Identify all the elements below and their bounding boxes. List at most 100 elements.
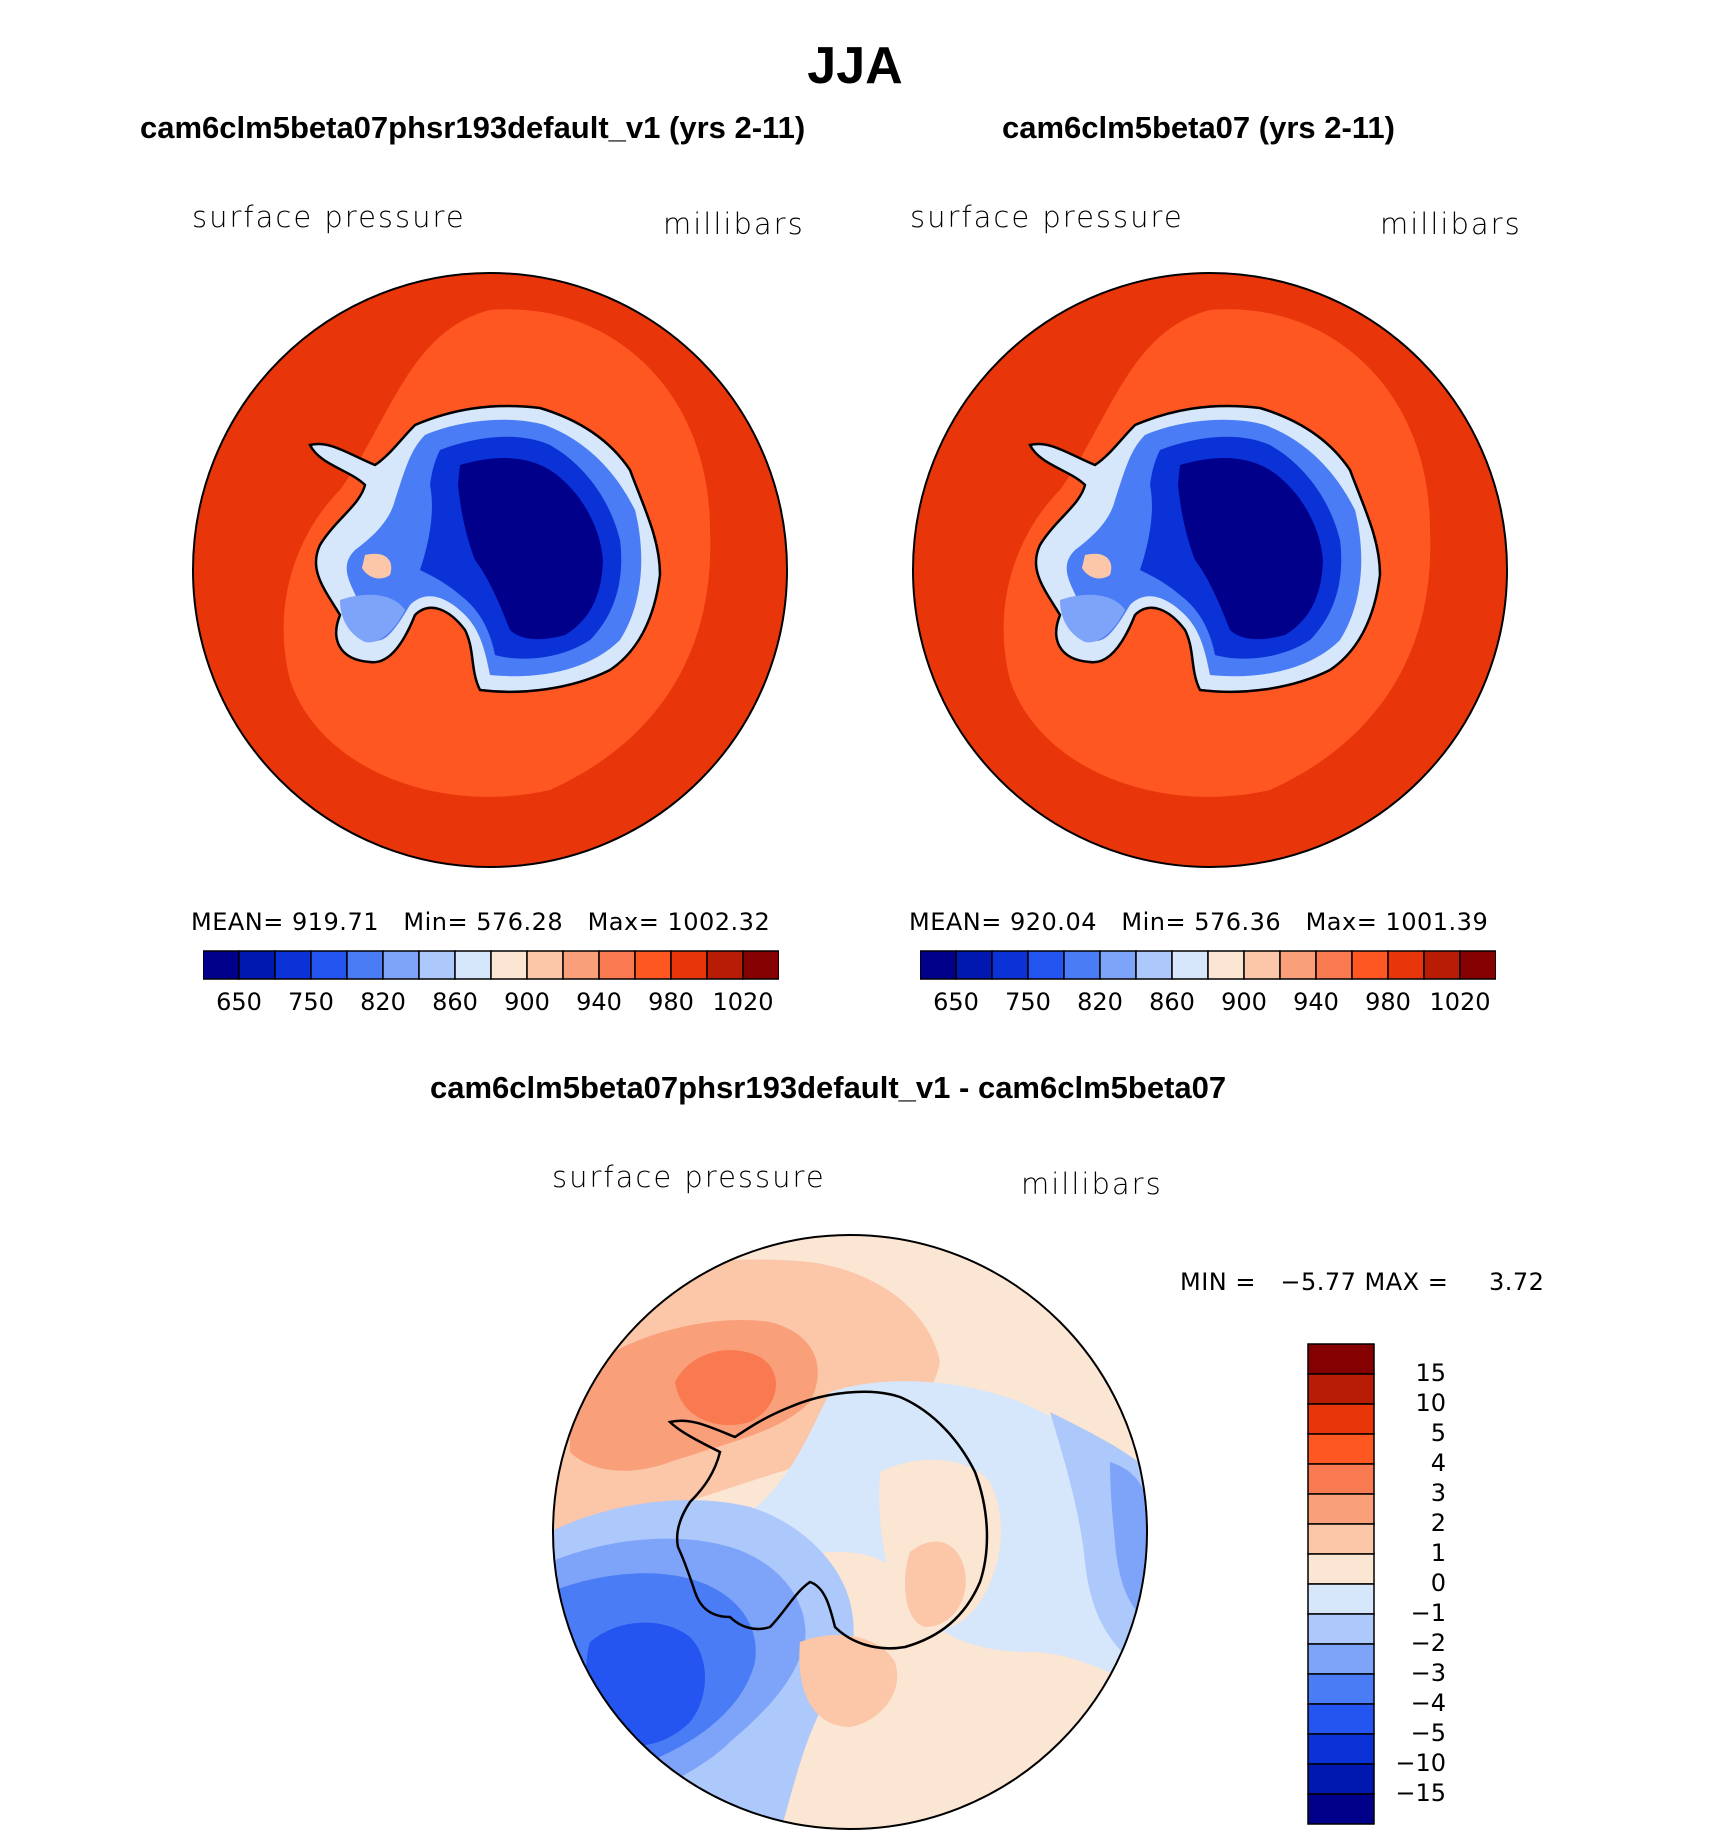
- panel-1-variable: surface pressure: [192, 200, 466, 234]
- colorbar-2-tick-label: 940: [1293, 988, 1339, 1016]
- panel-1-mean-label: MEAN=: [191, 908, 284, 936]
- colorbar-1-tick-label: 750: [288, 988, 334, 1016]
- colorbar-diff-tick-label: −1: [1410, 1599, 1446, 1627]
- colorbar-2-tick-label: 980: [1365, 988, 1411, 1016]
- colorbar-1-swatch: [490, 950, 528, 980]
- colorbar-diff-tick-label: 2: [1430, 1509, 1446, 1537]
- colorbar-2-swatch: [1099, 950, 1137, 980]
- colorbar-diff-swatch: [1307, 1673, 1375, 1705]
- colorbar-1-swatch: [670, 950, 708, 980]
- colorbar-2-swatches: [919, 950, 1497, 980]
- colorbar-diff-swatch: [1307, 1613, 1375, 1645]
- map-panel-1: [192, 272, 788, 868]
- colorbar-diff-tick-label: 10: [1415, 1389, 1446, 1417]
- colorbar-2-swatch: [955, 950, 993, 980]
- map-diff: [552, 1234, 1148, 1830]
- colorbar-diff-ticks: 15 10 5 4 3 2 1 0 −1 −2 −3 −4 −5 −10 −15: [1386, 1342, 1506, 1827]
- colorbar-2-swatch: [1279, 950, 1317, 980]
- colorbar-diff-tick-label: −15: [1395, 1779, 1446, 1807]
- colorbar-1-ticks: 650 750 820 860 900 940 980 1020: [203, 988, 779, 1018]
- colorbar-diff-tick-label: −3: [1410, 1659, 1446, 1687]
- colorbar-diff-tick-label: 1: [1430, 1539, 1446, 1567]
- colorbar-1-swatch: [418, 950, 456, 980]
- colorbar-1-tick-label: 820: [360, 988, 406, 1016]
- colorbar-1-swatch: [238, 950, 276, 980]
- panel-2-mean-label: MEAN=: [909, 908, 1002, 936]
- colorbar-diff-tick-label: 5: [1430, 1419, 1446, 1447]
- colorbar-1-tick-label: 900: [504, 988, 550, 1016]
- colorbar-2-swatch: [1459, 950, 1497, 980]
- colorbar-1-tick-label: 940: [576, 988, 622, 1016]
- panel-2-min-label: Min=: [1121, 908, 1187, 936]
- panel-2-variable: surface pressure: [910, 200, 1184, 234]
- panel-1-max-value: 1002.32: [667, 908, 771, 936]
- colorbar-diff-tick-label: 0: [1430, 1569, 1446, 1597]
- colorbar-diff-swatch: [1307, 1553, 1375, 1585]
- panel-2-mean-value: 920.04: [1010, 908, 1097, 936]
- colorbar-1-tick-label: 650: [216, 988, 262, 1016]
- colorbar-2-swatch: [1171, 950, 1209, 980]
- colorbar-diff-swatch: [1307, 1493, 1375, 1525]
- map-panel-2: [912, 272, 1508, 868]
- colorbar-1-swatch: [346, 950, 384, 980]
- colorbar-1-tick-label: 1020: [712, 988, 774, 1016]
- colorbar-1-swatch: [454, 950, 492, 980]
- colorbar-2-tick-label: 900: [1221, 988, 1267, 1016]
- colorbar-1-swatch: [706, 950, 744, 980]
- colorbar-diff-swatch: [1307, 1463, 1375, 1495]
- panel-2-min-value: 576.36: [1194, 908, 1282, 936]
- colorbar-1-swatch: [382, 950, 420, 980]
- colorbar-1-swatch: [202, 950, 240, 980]
- panel-1-min-label: Min=: [403, 908, 469, 936]
- panel-2-units: millibars: [1380, 207, 1522, 241]
- colorbar-diff-tick-label: −4: [1410, 1689, 1446, 1717]
- diff-title: cam6clm5beta07phsr193default_v1 - cam6cl…: [430, 1070, 1227, 1105]
- colorbar-1: [202, 950, 780, 980]
- panel-1-min-value: 576.28: [476, 908, 564, 936]
- colorbar-1-swatch: [526, 950, 564, 980]
- colorbar-2-swatch: [919, 950, 957, 980]
- colorbar-diff-swatch: [1307, 1643, 1375, 1675]
- diff-minmax: MIN = −5.77 MAX = 3.72: [1180, 1268, 1545, 1296]
- colorbar-2-swatch: [1243, 950, 1281, 980]
- colorbar-diff-swatch: [1307, 1763, 1375, 1795]
- colorbar-1-swatch: [310, 950, 348, 980]
- colorbar-diff-tick-label: 15: [1415, 1359, 1446, 1387]
- panel-2-title: cam6clm5beta07 (yrs 2-11): [1002, 110, 1395, 145]
- colorbar-diff-swatch: [1307, 1703, 1375, 1735]
- colorbar-diff-tick-label: −10: [1395, 1749, 1446, 1777]
- panel-1-mean-value: 919.71: [292, 908, 379, 936]
- colorbar-2-swatch: [1207, 950, 1245, 980]
- colorbar-2-tick-label: 860: [1149, 988, 1195, 1016]
- colorbar-2: [919, 950, 1497, 980]
- colorbar-1-swatch: [634, 950, 672, 980]
- colorbar-diff-swatch: [1307, 1373, 1375, 1405]
- colorbar-2-swatch: [1387, 950, 1425, 980]
- colorbar-2-swatch: [1315, 950, 1353, 980]
- panel-1-stats: MEAN= 919.71 Min= 576.28 Max= 1002.32: [191, 908, 770, 936]
- colorbar-2-tick-label: 820: [1077, 988, 1123, 1016]
- colorbar-diff-swatch: [1307, 1583, 1375, 1615]
- panel-2-max-value: 1001.39: [1385, 908, 1489, 936]
- colorbar-diff-swatch: [1307, 1403, 1375, 1435]
- colorbar-diff-swatch: [1307, 1433, 1375, 1465]
- colorbar-1-swatch: [742, 950, 780, 980]
- colorbar-2-tick-label: 650: [933, 988, 979, 1016]
- colorbar-diff-tick-label: −5: [1410, 1719, 1446, 1747]
- colorbar-2-swatch: [1027, 950, 1065, 980]
- colorbar-1-swatches: [202, 950, 780, 980]
- colorbar-diff-tick-label: 3: [1430, 1479, 1446, 1507]
- colorbar-1-tick-label: 980: [648, 988, 694, 1016]
- colorbar-1-swatch: [598, 950, 636, 980]
- colorbar-diff-swatches: [1307, 1343, 1375, 1825]
- panel-1-max-label: Max=: [587, 908, 660, 936]
- colorbar-1-swatch: [562, 950, 600, 980]
- colorbar-diff-tick-label: 4: [1430, 1449, 1446, 1477]
- diff-variable: surface pressure: [552, 1160, 826, 1194]
- panel-2-stats: MEAN= 920.04 Min= 576.36 Max= 1001.39: [909, 908, 1488, 936]
- colorbar-2-tick-label: 1020: [1429, 988, 1491, 1016]
- panel-2-max-label: Max=: [1305, 908, 1378, 936]
- colorbar-diff-swatch: [1307, 1733, 1375, 1765]
- colorbar-2-swatch: [991, 950, 1029, 980]
- colorbar-diff-tick-label: −2: [1410, 1629, 1446, 1657]
